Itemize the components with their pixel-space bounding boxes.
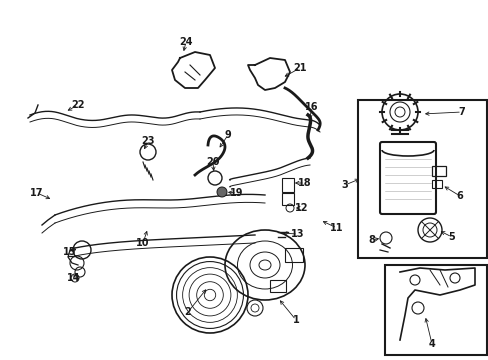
Text: 14: 14 — [67, 273, 81, 283]
Text: 21: 21 — [293, 63, 306, 73]
Text: 2: 2 — [184, 307, 191, 317]
Text: 6: 6 — [456, 191, 463, 201]
Bar — [282, 178, 293, 192]
Circle shape — [217, 187, 226, 197]
Text: 11: 11 — [329, 223, 343, 233]
Text: 5: 5 — [447, 232, 454, 242]
Text: 9: 9 — [224, 130, 231, 140]
Bar — [431, 180, 441, 188]
Bar — [431, 166, 445, 176]
Text: 23: 23 — [141, 136, 154, 146]
Bar — [384, 265, 486, 355]
Text: 10: 10 — [136, 238, 149, 248]
Text: 18: 18 — [298, 178, 311, 188]
Bar — [269, 280, 285, 292]
Text: 24: 24 — [179, 37, 192, 47]
Text: 16: 16 — [305, 102, 318, 112]
Text: 3: 3 — [341, 180, 347, 190]
Text: 12: 12 — [295, 203, 308, 213]
Text: 17: 17 — [30, 188, 43, 198]
Text: 4: 4 — [428, 339, 434, 349]
Text: 22: 22 — [71, 100, 84, 110]
Bar — [282, 193, 293, 205]
Bar — [285, 248, 303, 262]
Text: 13: 13 — [291, 229, 304, 239]
Text: 20: 20 — [206, 157, 219, 167]
Text: 8: 8 — [368, 235, 375, 245]
Text: 7: 7 — [458, 107, 465, 117]
Bar — [357, 100, 486, 258]
Text: 15: 15 — [63, 247, 77, 257]
Text: 19: 19 — [230, 188, 243, 198]
Text: 1: 1 — [292, 315, 299, 325]
